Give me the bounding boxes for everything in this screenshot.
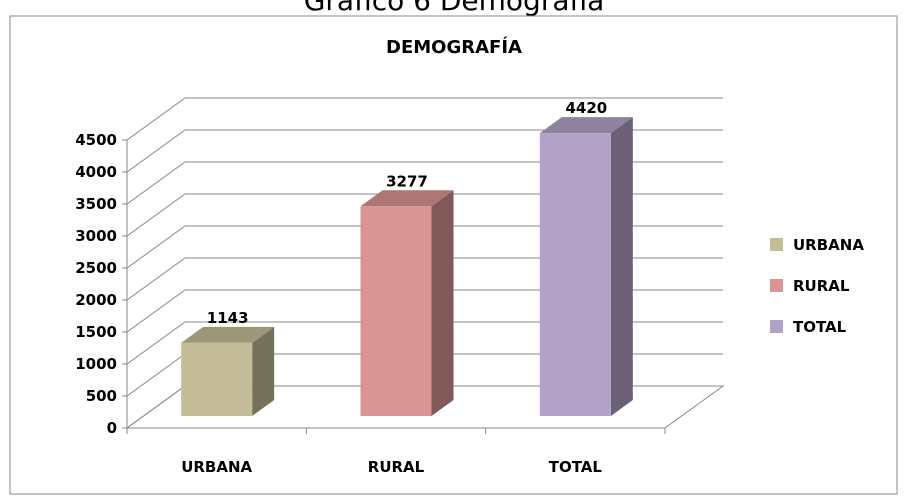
legend-swatch	[770, 238, 783, 251]
value-label: 1143	[207, 309, 249, 327]
x-tick-label: URBANA	[181, 458, 252, 476]
chart-title: DEMOGRAFÍA	[386, 36, 522, 58]
bar-top	[539, 117, 633, 134]
x-tick-label: TOTAL	[549, 458, 603, 476]
bar-front	[360, 206, 432, 416]
bar-side	[610, 117, 633, 417]
grid-line	[126, 129, 723, 173]
bar-top	[360, 190, 454, 207]
legend-label: URBANA	[793, 236, 864, 254]
bar-top	[181, 326, 275, 343]
bar	[181, 326, 275, 416]
y-tick-label: 1500	[75, 323, 117, 341]
y-tick-label: 2000	[75, 291, 117, 309]
x-tick-label: RURAL	[368, 458, 425, 476]
legend-label: RURAL	[793, 277, 850, 295]
caption: Gráfico 6 Demografía	[304, 0, 605, 17]
y-tick-label: 2500	[75, 259, 117, 277]
bar-side	[431, 190, 454, 416]
y-tick-label: 500	[86, 387, 117, 405]
bar-front	[181, 342, 253, 416]
y-tick-label: 3500	[75, 195, 117, 213]
bar	[539, 117, 633, 417]
legend-swatch	[770, 320, 783, 333]
bar-front	[539, 133, 611, 416]
legend-label: TOTAL	[793, 318, 847, 336]
value-label: 4420	[565, 99, 607, 117]
value-label: 3277	[386, 172, 428, 190]
bar-side	[252, 326, 275, 416]
y-tick-label: 0	[107, 419, 117, 437]
y-tick-label: 1000	[75, 355, 117, 373]
grid-line	[126, 97, 723, 141]
legend-swatch	[770, 279, 783, 292]
y-tick-label: 3000	[75, 227, 117, 245]
y-tick-label: 4500	[75, 131, 117, 149]
y-tick-label: 4000	[75, 163, 117, 181]
bar	[360, 190, 454, 416]
